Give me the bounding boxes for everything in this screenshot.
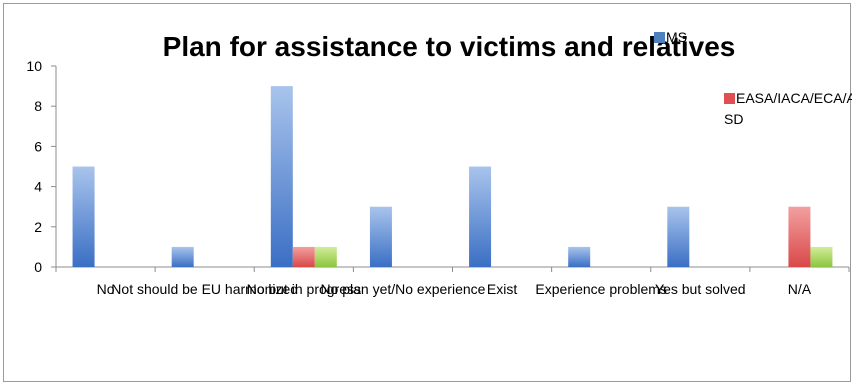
chart-title: Plan for assistance to victims and relat… <box>163 31 736 62</box>
bar-series-2-cat-7 <box>810 246 833 267</box>
legend-label: MS <box>666 29 687 45</box>
y-tick-label: 6 <box>34 138 42 154</box>
y-tick-label: 2 <box>34 219 42 235</box>
legend-swatch <box>724 93 735 104</box>
bar-series-0-cat-3 <box>369 206 392 267</box>
x-tick-label: No but in progress <box>247 281 361 297</box>
x-tick-label: No plan yet/No experience <box>320 281 485 297</box>
y-tick-label: 0 <box>34 259 42 275</box>
y-tick-label: 4 <box>34 179 42 195</box>
bar-series-0-cat-6 <box>667 206 690 267</box>
bar-series-0-cat-4 <box>469 166 492 267</box>
bar-series-1-cat-2 <box>292 246 315 267</box>
x-tick-label: Not should be EU harmonized <box>111 281 298 297</box>
x-tick-label: N/A <box>788 281 812 297</box>
bar-series-1-cat-7 <box>788 206 811 267</box>
legend-label: EASA/IACA/ECA/A <box>736 90 852 106</box>
bar-series-0-cat-0 <box>72 166 95 267</box>
legend-label: SD <box>724 111 743 127</box>
bar-chart: Plan for assistance to victims and relat… <box>26 29 852 297</box>
y-tick-label: 10 <box>26 58 42 74</box>
x-tick-label: Exist <box>487 281 517 297</box>
legend: MS EASA/IACA/ECA/A SD <box>654 29 852 127</box>
bar-series-0-cat-1 <box>171 246 194 267</box>
bar-series-0-cat-2 <box>270 86 293 267</box>
legend-swatch <box>654 32 665 43</box>
x-tick-label: Experience problems <box>535 281 667 297</box>
axes: 0 2 4 6 8 10 <box>26 58 850 275</box>
x-tick-label: Yes but solved <box>655 281 746 297</box>
x-tick-label: No <box>97 281 115 297</box>
bar-series-2-cat-2 <box>314 246 337 267</box>
bars <box>72 86 833 267</box>
bar-series-0-cat-5 <box>568 246 591 267</box>
y-tick-label: 8 <box>34 98 42 114</box>
chart-frame: Plan for assistance to victims and relat… <box>3 3 852 382</box>
